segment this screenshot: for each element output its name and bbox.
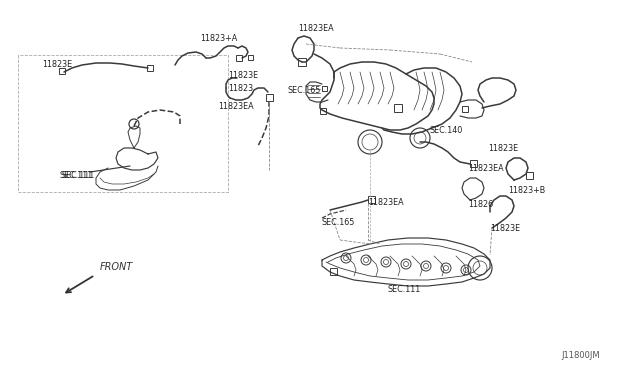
Bar bbox=[526, 172, 533, 179]
Text: 11826: 11826 bbox=[468, 199, 493, 208]
Text: 11823EA: 11823EA bbox=[298, 23, 333, 32]
Text: SEC.140: SEC.140 bbox=[430, 125, 463, 135]
Bar bbox=[330, 268, 337, 275]
Text: 11823+A: 11823+A bbox=[200, 33, 237, 42]
Bar bbox=[266, 94, 273, 101]
Text: FRONT: FRONT bbox=[100, 262, 133, 272]
Text: SEC.111: SEC.111 bbox=[388, 285, 421, 295]
Text: 11823+B: 11823+B bbox=[508, 186, 545, 195]
Text: 11823EA: 11823EA bbox=[368, 198, 404, 206]
Bar bbox=[147, 65, 153, 71]
Text: 11823EA: 11823EA bbox=[468, 164, 504, 173]
Text: 11823E: 11823E bbox=[228, 71, 258, 80]
Text: 11823EA: 11823EA bbox=[218, 102, 253, 110]
Text: 11823E: 11823E bbox=[488, 144, 518, 153]
Text: 11823E: 11823E bbox=[42, 60, 72, 68]
Bar bbox=[236, 55, 242, 61]
Text: SEC.165: SEC.165 bbox=[322, 218, 355, 227]
Bar bbox=[59, 68, 65, 74]
Text: 11823: 11823 bbox=[228, 83, 253, 93]
Text: SEC.111: SEC.111 bbox=[60, 170, 93, 180]
Text: 11823E: 11823E bbox=[490, 224, 520, 232]
Bar bbox=[298, 58, 306, 66]
Text: SEC.165: SEC.165 bbox=[288, 86, 321, 94]
Bar bbox=[394, 104, 402, 112]
Bar bbox=[322, 86, 327, 91]
Bar bbox=[320, 108, 326, 114]
Bar bbox=[462, 106, 468, 112]
Bar bbox=[368, 196, 375, 203]
Bar bbox=[248, 55, 253, 60]
Text: SEC.111: SEC.111 bbox=[62, 170, 95, 180]
Text: J11800JM: J11800JM bbox=[561, 351, 600, 360]
Bar bbox=[470, 160, 477, 167]
